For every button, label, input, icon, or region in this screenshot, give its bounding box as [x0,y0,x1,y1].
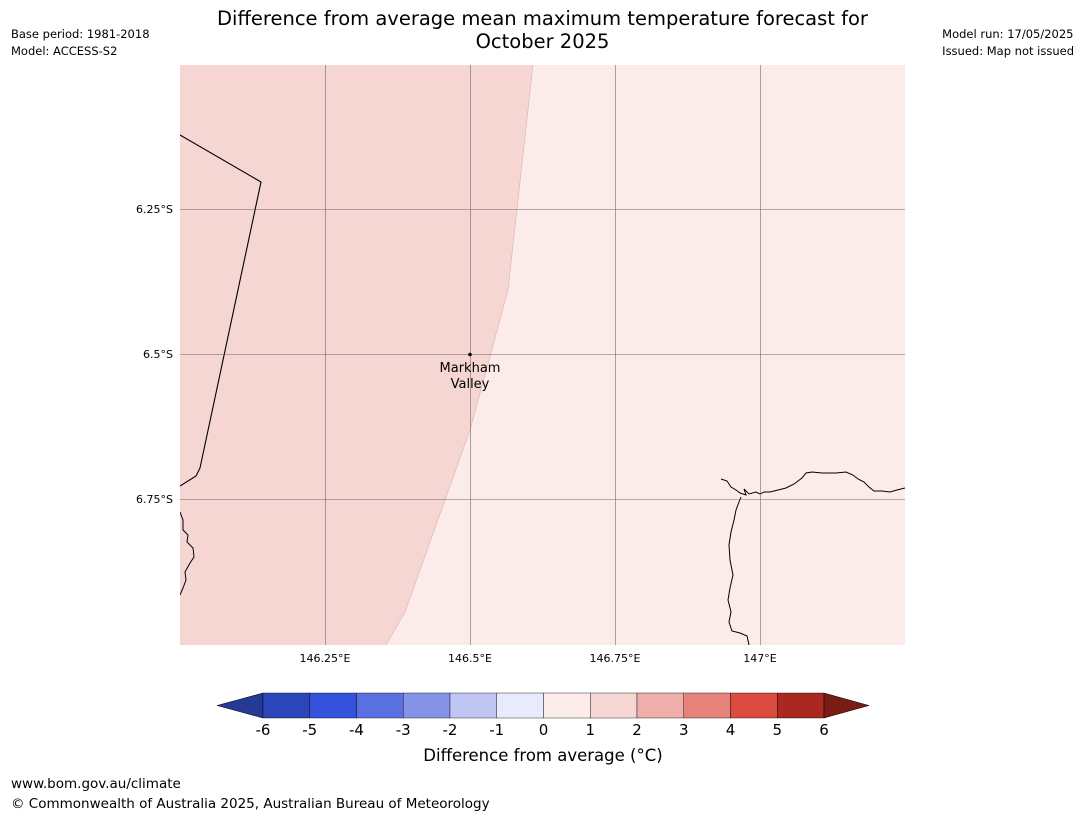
footer-url: www.bom.gov.au/climate [11,776,181,792]
colorbar-segment [262,692,310,719]
issued-text: Issued: Map not issued [942,44,1074,58]
lon-label-146.75: 146.75°E [590,652,641,665]
colorbar-tick-label: -4 [349,721,364,739]
colorbar-segment [356,692,404,719]
colorbar-tick-label: 5 [772,721,782,739]
lon-label-146.5: 146.5°E [448,652,492,665]
model-text: Model: ACCESS-S2 [11,44,118,58]
title-line-1: Difference from average mean maximum tem… [217,7,868,30]
coastline-east [720,471,905,496]
colorbar-segment [403,692,451,719]
lon-label-146.25: 146.25°E [300,652,351,665]
colorbar-tick-label: 0 [539,721,549,739]
river-line [727,496,750,645]
meta-right: Model run: 17/05/2025 Issued: Map not is… [942,26,1074,60]
border-line-west [180,134,262,487]
colorbar-tick-label: 6 [819,721,829,739]
colorbar-segment [590,692,638,719]
map-title: Difference from average mean maximum tem… [140,7,945,53]
colorbar-extend-low [216,692,264,719]
place-label-line-2: Valley [451,377,490,392]
footer: www.bom.gov.au/climate © Commonwealth of… [11,774,490,814]
meta-left: Base period: 1981-2018 Model: ACCESS-S2 [11,26,150,60]
colorbar-segment [449,692,497,719]
colorbar-segment [636,692,684,719]
colorbar-tick-label: 2 [632,721,642,739]
colorbar-tick-label: 1 [585,721,595,739]
colorbar-segment [496,692,544,719]
colorbar-tick-label: -3 [396,721,411,739]
gridlines [180,65,905,645]
map-plot-area [180,65,905,645]
coastline-southwest [180,511,195,596]
colorbar-tick-label: 3 [679,721,689,739]
lat-label-6.75: 6.75°S [136,493,173,506]
colorbar-segment [683,692,731,719]
colorbar-segment [309,692,357,719]
colorbar-tick-label: -2 [443,721,458,739]
lon-label-147: 147°E [743,652,776,665]
colorbar-tick-label: -5 [302,721,317,739]
colorbar: -6 -5 -4 -3 -2 -1 0 1 2 3 4 5 6 [216,692,870,739]
base-period-text: Base period: 1981-2018 [11,27,150,41]
colorbar-segment [543,692,591,719]
footer-copyright: © Commonwealth of Australia 2025, Austra… [11,796,490,812]
colorbar-extend-high [823,692,870,719]
colorbar-segment [730,692,778,719]
colorbar-segment [777,692,825,719]
place-label-line-1: Markham [440,361,501,376]
model-run-text: Model run: 17/05/2025 [942,27,1074,41]
title-line-2: October 2025 [475,30,610,53]
region-boundary-edge [385,65,534,645]
colorbar-tick-label: -6 [256,721,271,739]
colorbar-tick-label: 4 [726,721,736,739]
colorbar-tick-label: -1 [489,721,504,739]
lat-label-6.25: 6.25°S [136,203,173,216]
colorbar-title: Difference from average (°C) [423,746,663,765]
place-marker-markham-valley [468,352,472,357]
lat-label-6.5: 6.5°S [143,348,173,361]
